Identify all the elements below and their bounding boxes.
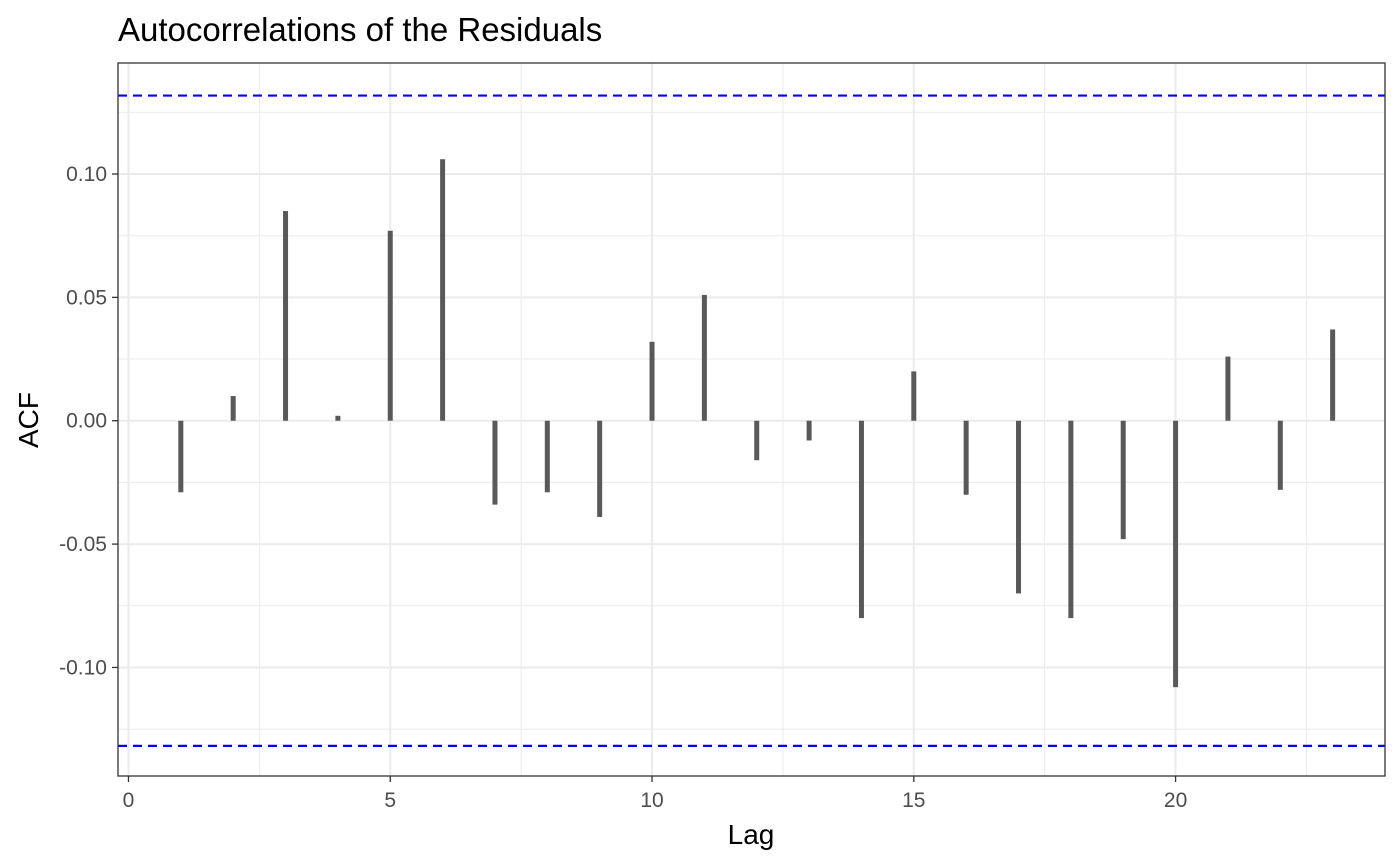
acf-bar-lag-12 — [754, 420, 760, 461]
acf-bar-lag-10 — [649, 341, 655, 421]
acf-bar-lag-3 — [283, 211, 289, 421]
acf-bar-lag-11 — [701, 294, 707, 421]
confidence-bounds — [118, 94, 1385, 748]
y-tick-label: 0.10 — [66, 163, 107, 186]
y-tick-label: 0.05 — [66, 286, 107, 309]
x-axis-title: Lag — [728, 819, 775, 850]
acf-bar-lag-6 — [440, 159, 446, 421]
acf-bar-lag-19 — [1120, 420, 1126, 540]
x-axis-ticks: 0 5 10 15 20 — [123, 776, 1187, 812]
x-tick-label: 20 — [1164, 789, 1187, 812]
grid-lines — [118, 63, 1385, 776]
x-tick-label: 10 — [640, 789, 663, 812]
x-tick-label: 15 — [902, 789, 925, 812]
acf-bar-lag-4 — [335, 415, 341, 421]
acf-bar-lag-14 — [858, 420, 864, 619]
chart-title: Autocorrelations of the Residuals — [118, 11, 602, 48]
acf-bar-lag-5 — [387, 230, 393, 421]
acf-bar-lag-23 — [1330, 329, 1336, 421]
acf-bar-lag-9 — [597, 420, 603, 517]
x-tick-label: 5 — [384, 789, 396, 812]
acf-bar-lag-2 — [230, 396, 236, 421]
y-axis-ticks: -0.10 -0.05 0.00 0.05 0.10 — [59, 163, 118, 679]
acf-bar-lag-17 — [1016, 420, 1022, 594]
acf-bar-lag-22 — [1277, 420, 1283, 490]
acf-bar-lag-13 — [806, 420, 812, 441]
x-tick-label: 0 — [123, 789, 135, 812]
panel-border — [117, 62, 1386, 777]
y-tick-label: -0.10 — [59, 656, 107, 679]
acf-bars — [178, 159, 1336, 688]
acf-bar-lag-18 — [1068, 420, 1074, 619]
acf-bar-lag-7 — [492, 420, 498, 505]
y-tick-label: 0.00 — [66, 410, 107, 433]
acf-bar-lag-15 — [911, 371, 917, 421]
acf-bar-lag-16 — [963, 420, 969, 495]
acf-bar-lag-20 — [1173, 420, 1179, 688]
y-tick-label: -0.05 — [59, 533, 107, 556]
y-axis-title: ACF — [13, 392, 44, 448]
acf-bar-lag-1 — [178, 420, 184, 493]
acf-bar-lag-21 — [1225, 356, 1231, 421]
acf-bar-lag-8 — [544, 420, 550, 493]
